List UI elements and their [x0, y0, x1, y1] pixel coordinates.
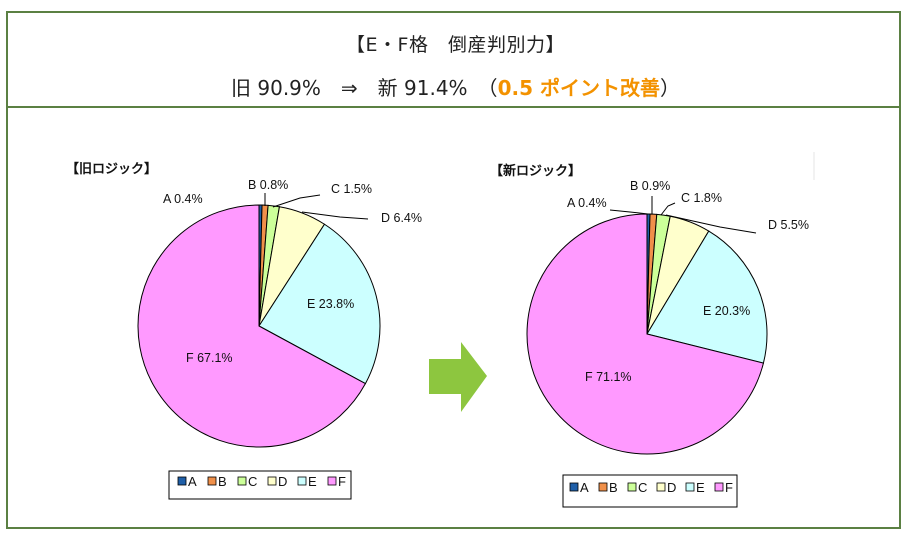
legend-swatch-f — [714, 482, 724, 492]
legend-swatch-b — [598, 482, 608, 492]
new-chart-title: 【新ロジック】 — [490, 163, 581, 179]
pie-slice-e — [258, 223, 381, 385]
legend-label-d: D — [278, 474, 287, 489]
outer-frame — [6, 11, 901, 529]
old-label-a: A 0.4% — [163, 192, 203, 206]
legend-swatch-f — [327, 476, 337, 486]
new-logic-chart: 【新ロジック】 A 0.4% B 0.9% C 1.8% D 5.5% E 20… — [490, 163, 809, 508]
legend-swatch-a — [177, 476, 187, 486]
summary-suffix: ） — [659, 76, 680, 100]
legend-label-b: B — [218, 474, 227, 489]
right-arrow-icon — [429, 342, 487, 412]
legend-label-c: C — [638, 480, 647, 495]
legend-swatch-e — [297, 476, 307, 486]
legend-swatch-b — [207, 476, 217, 486]
summary-line: 旧 90.9% ⇒ 新 91.4% （0.5 ポイント改善） — [0, 72, 911, 101]
old-label-d: D 6.4% — [381, 211, 422, 225]
legend-swatch-a — [569, 482, 579, 492]
old-label-b: B 0.8% — [248, 178, 288, 192]
new-label-a: A 0.4% — [567, 196, 607, 210]
new-label-c: C 1.8% — [681, 191, 722, 205]
old-label-e: E 23.8% — [307, 297, 354, 311]
new-label-d: D 5.5% — [768, 218, 809, 232]
improvement-highlight: 0.5 ポイント改善 — [497, 76, 660, 100]
old-chart-title: 【旧ロジック】 — [66, 161, 157, 177]
new-label-b: B 0.9% — [630, 179, 670, 193]
new-legend: A B C D E F — [562, 474, 738, 508]
legend-label-b: B — [609, 480, 618, 495]
old-label-f: F 67.1% — [186, 351, 233, 365]
legend-label-f: F — [338, 474, 346, 489]
legend-swatch-d — [267, 476, 277, 486]
old-pie — [137, 204, 381, 448]
legend-label-e: E — [696, 480, 705, 495]
legend-label-f: F — [725, 480, 733, 495]
new-pie — [526, 213, 768, 455]
legend-label-d: D — [667, 480, 676, 495]
legend-swatch-d — [656, 482, 666, 492]
old-logic-chart: 【旧ロジック】 A 0.4% B 0.8% C 1.5% D 6.4% E 23… — [66, 161, 422, 500]
pie-slice-e — [646, 230, 768, 364]
pie-slice-f — [137, 204, 367, 448]
old-label-c: C 1.5% — [331, 182, 372, 196]
pie-slice-f — [526, 213, 765, 455]
summary-prefix: 旧 90.9% ⇒ 新 91.4% （ — [231, 76, 498, 100]
new-label-e: E 20.3% — [703, 304, 750, 318]
legend-label-c: C — [248, 474, 257, 489]
new-label-f: F 71.1% — [585, 370, 632, 384]
legend-label-a: A — [188, 474, 197, 489]
page-title: 【E・F格 倒産判別力】 — [346, 34, 565, 56]
legend-swatch-c — [237, 476, 247, 486]
legend-label-e: E — [308, 474, 317, 489]
header-divider — [6, 106, 901, 108]
legend-swatch-e — [685, 482, 695, 492]
old-legend: A B C D E F — [168, 470, 352, 500]
legend-label-a: A — [580, 480, 589, 495]
legend-swatch-c — [627, 482, 637, 492]
